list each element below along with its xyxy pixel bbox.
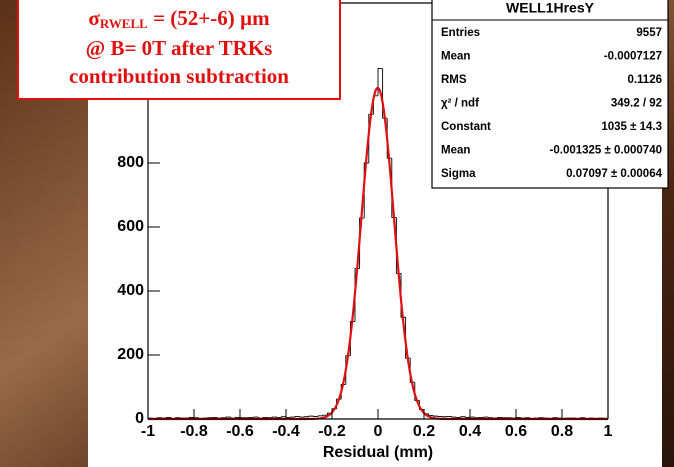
stats-frame xyxy=(431,0,669,189)
y-tick-label: 200 xyxy=(117,346,144,363)
stat-name: Mean xyxy=(441,145,470,157)
histogram-bin xyxy=(165,416,171,419)
histogram-bin xyxy=(487,417,493,419)
x-tick-label: 1 xyxy=(604,423,613,440)
histogram-bin xyxy=(299,416,305,418)
stat-name: Constant xyxy=(441,121,491,133)
stat-name: Entries xyxy=(441,27,480,39)
annotation-line: σRWELL = (52+-6) µm xyxy=(88,6,270,31)
annotation-text: = (52+-6) µm xyxy=(148,6,270,30)
histogram-bin xyxy=(188,416,194,419)
annotation-line: @ B= 0T after TRKs xyxy=(86,36,273,60)
stat-value: -0.0007127 xyxy=(604,51,662,63)
x-axis-title: Residual (mm) xyxy=(323,444,433,461)
y-tick-label: 0 xyxy=(135,410,144,427)
histogram-bin xyxy=(262,416,268,419)
x-tick-label: -0.6 xyxy=(226,423,254,440)
annotation-frame xyxy=(17,0,341,100)
y-tick-label: 800 xyxy=(117,154,144,171)
histogram-bin xyxy=(497,416,503,419)
histogram-bin xyxy=(464,416,470,418)
histogram-bin xyxy=(474,417,480,419)
y-tick-label: 400 xyxy=(117,282,144,299)
histogram-bin xyxy=(234,416,240,419)
x-tick-label: -0.8 xyxy=(180,423,208,440)
stats-rows: Entries 9557 Mean -0.0007127 RMS 0.1126 χ² / n… xyxy=(441,27,663,180)
stats-title: WELL1HresY xyxy=(506,0,595,16)
stat-name: RMS xyxy=(441,74,467,86)
histogram-bin xyxy=(280,416,286,418)
annotation-subscript: RWELL xyxy=(100,16,148,31)
histogram-bin xyxy=(363,162,369,219)
stat-value: 0.07097 ± 0.00064 xyxy=(566,168,662,180)
stats-box: WELL1HresY Entries 9557 Mean -0.0007127 RMS 0… xyxy=(431,0,669,189)
stat-name: Sigma xyxy=(441,168,476,180)
x-tick-label: -0.4 xyxy=(272,423,300,440)
histogram-bin xyxy=(317,415,323,417)
stat-name: Mean xyxy=(441,51,470,63)
annotation-box: σRWELL = (52+-6) µm @ B= 0T after TRKs c… xyxy=(17,0,341,100)
stat-value: 0.1126 xyxy=(627,74,662,86)
stat-value: -0.001325 ± 0.000740 xyxy=(550,145,662,157)
stat-name: χ² / ndf xyxy=(441,98,479,110)
histogram-bin xyxy=(308,415,314,417)
histogram-bin xyxy=(418,400,424,410)
histogram-bin xyxy=(432,415,438,417)
x-tick-label: 0.6 xyxy=(505,423,527,440)
histogram-bin xyxy=(460,416,466,418)
x-tick-label: 0.4 xyxy=(459,423,481,440)
x-tick-label: -0.2 xyxy=(318,423,346,440)
stat-value: 9557 xyxy=(636,27,662,39)
histogram-bin xyxy=(409,358,415,383)
x-tick-label: 0.8 xyxy=(551,423,573,440)
annotation-symbol: σ xyxy=(88,6,100,30)
histogram-bin xyxy=(271,416,277,418)
x-tick-label: 0.2 xyxy=(413,423,435,440)
y-tick-label: 600 xyxy=(117,218,144,235)
histogram-bin xyxy=(451,416,457,418)
x-tick-label: -1 xyxy=(141,423,155,440)
histogram-bin xyxy=(294,415,300,418)
annotation-line: contribution subtraction xyxy=(69,64,289,88)
histogram-bin xyxy=(225,416,231,418)
stat-value: 1035 ± 14.3 xyxy=(601,121,662,133)
x-tick-label: 0 xyxy=(374,423,383,440)
stat-value: 349.2 / 92 xyxy=(611,98,662,110)
histogram-bin xyxy=(322,414,328,416)
